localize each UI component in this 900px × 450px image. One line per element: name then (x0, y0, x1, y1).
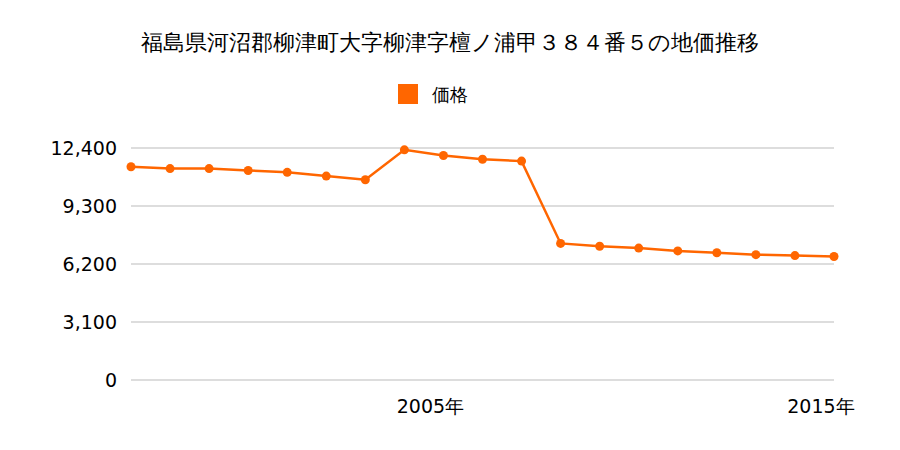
marker (244, 166, 253, 175)
marker (556, 239, 565, 248)
grid-line (131, 380, 834, 381)
title: 福島県河沼郡柳津町大字柳津字檀ノ浦甲３８４番５の地価推移 (141, 30, 759, 55)
marker (361, 175, 370, 184)
marker (439, 151, 448, 160)
marker (322, 172, 331, 181)
marker (205, 164, 214, 173)
line (131, 150, 834, 257)
marker (712, 248, 721, 257)
y-tick-label: 12,400 (51, 137, 117, 159)
x-tick-label: 2015年 (787, 395, 854, 417)
y-tick-label: 9,300 (63, 195, 117, 217)
marker (673, 246, 682, 255)
marker (517, 157, 526, 166)
marker (400, 145, 409, 154)
chart: 福島県河沼郡柳津町大字柳津字檀ノ浦甲３８４番５の地価推移 0 3,100 6,200 9… (0, 0, 900, 450)
marker (166, 164, 175, 173)
marker (751, 250, 760, 259)
grid-line (131, 322, 834, 323)
marker (830, 252, 839, 261)
legend-label: 価格 (432, 84, 468, 105)
marker (790, 251, 799, 260)
y-tick-label: 3,100 (63, 311, 117, 333)
marker (595, 242, 604, 251)
marker (283, 168, 292, 177)
marker (127, 162, 136, 171)
y-tick-label: 6,200 (63, 253, 117, 275)
grid-line (131, 264, 834, 265)
marker (478, 155, 487, 164)
y-tick-label: 0 (105, 369, 117, 391)
x-tick-label: 2005年 (397, 395, 464, 417)
legend-swatch (398, 84, 418, 104)
marker (634, 244, 643, 253)
grid-line (131, 206, 834, 207)
plot (127, 145, 839, 261)
grid-line (131, 148, 834, 149)
